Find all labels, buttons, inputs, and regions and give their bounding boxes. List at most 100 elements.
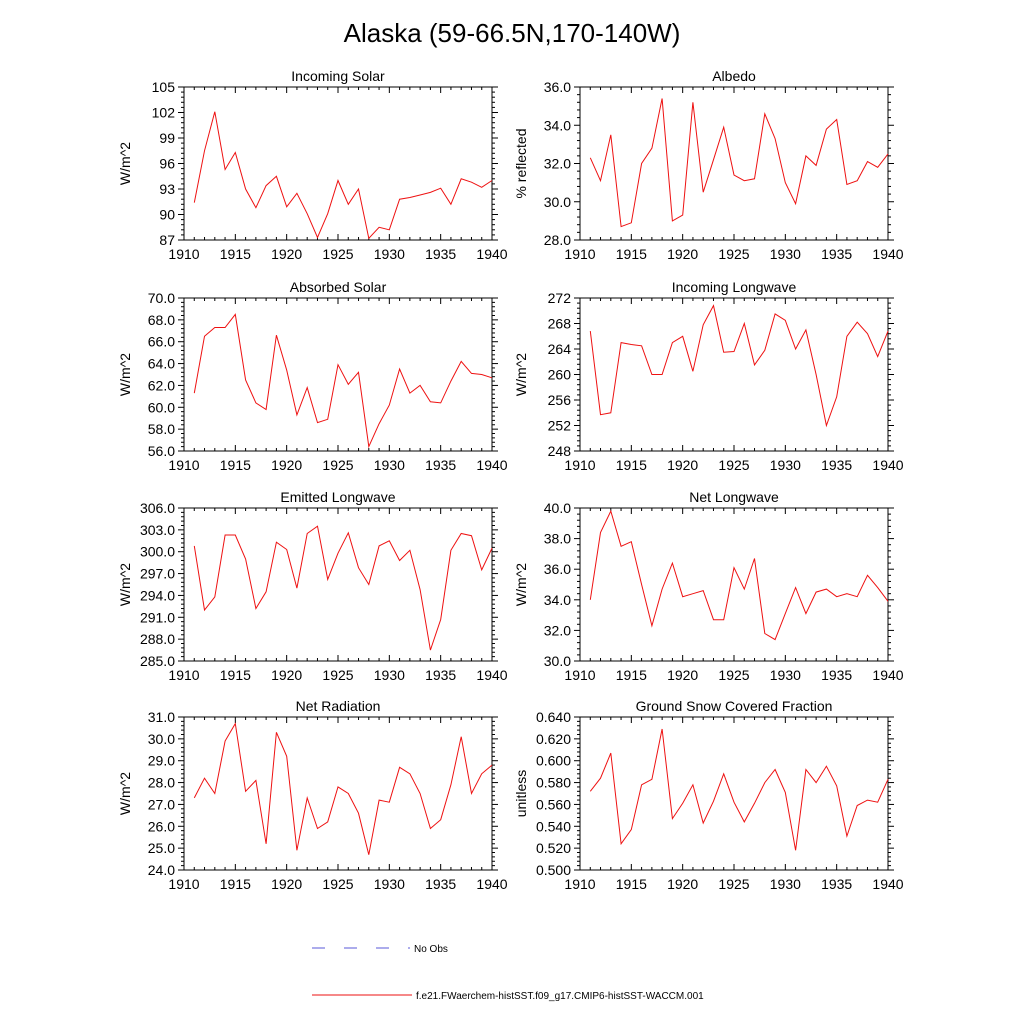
x-tick-label: 1920 bbox=[271, 876, 302, 892]
y-tick-label: 99 bbox=[159, 130, 175, 146]
figure-title: Alaska (59-66.5N,170-140W) bbox=[344, 18, 681, 48]
series-line-incoming-longwave bbox=[589, 304, 889, 428]
x-tick-label: 1910 bbox=[168, 876, 199, 892]
x-tick-label: 1940 bbox=[476, 876, 507, 892]
y-tick-label: 285.0 bbox=[140, 653, 175, 669]
x-tick-label: 1930 bbox=[770, 667, 801, 683]
x-tick-label: 1925 bbox=[322, 457, 353, 473]
y-tick-label: 0.580 bbox=[536, 775, 571, 791]
y-tick-label: 58.0 bbox=[148, 421, 175, 437]
series-line-net-longwave bbox=[589, 509, 889, 641]
y-tick-label: 28.0 bbox=[544, 232, 571, 248]
x-tick-label: 1940 bbox=[872, 457, 903, 473]
panel-title: Incoming Solar bbox=[291, 68, 385, 84]
x-tick-label: 1925 bbox=[718, 246, 749, 262]
x-tick-label: 1920 bbox=[271, 246, 302, 262]
y-tick-label: 28.0 bbox=[148, 775, 175, 791]
x-tick-label: 1930 bbox=[374, 667, 405, 683]
x-tick-label: 1915 bbox=[616, 246, 647, 262]
x-tick-label: 1920 bbox=[667, 246, 698, 262]
x-tick-label: 1915 bbox=[220, 667, 251, 683]
x-tick-label: 1910 bbox=[168, 457, 199, 473]
x-tick-label: 1910 bbox=[168, 246, 199, 262]
y-tick-label: 291.0 bbox=[140, 609, 175, 625]
legend: No Obs f.e21.FWaerchem-histSST.f09_g17.C… bbox=[312, 944, 704, 1002]
y-axis-label: W/m^2 bbox=[513, 353, 529, 396]
series-line-albedo bbox=[589, 98, 889, 228]
x-tick-label: 1925 bbox=[322, 667, 353, 683]
x-tick-label: 1920 bbox=[271, 667, 302, 683]
series-line-ground-snow-covered-fraction bbox=[589, 728, 889, 851]
y-tick-label: 105 bbox=[152, 79, 176, 95]
y-axis-label: W/m^2 bbox=[117, 563, 133, 606]
x-tick-label: 1925 bbox=[322, 246, 353, 262]
panel-ground-snow-covered-fraction: Ground Snow Covered Fraction unitless 1910… bbox=[513, 698, 904, 892]
panel-grid: Incoming Solar W/m^2 1910 1915 1920 1925 1930 1… bbox=[117, 68, 904, 892]
x-tick-label: 1935 bbox=[425, 457, 456, 473]
panel-title: Absorbed Solar bbox=[290, 279, 387, 295]
panel-title: Albedo bbox=[712, 68, 756, 84]
panel-albedo: Albedo % reflected 1910 1915 1920 1925 1930 193… bbox=[513, 68, 904, 262]
x-tick-label: 1930 bbox=[770, 876, 801, 892]
x-tick-label: 1915 bbox=[616, 457, 647, 473]
y-tick-label: 36.0 bbox=[544, 79, 571, 95]
y-tick-label: 264 bbox=[548, 341, 572, 357]
x-tick-label: 1920 bbox=[667, 457, 698, 473]
y-tick-label: 40.0 bbox=[544, 500, 571, 516]
y-tick-label: 31.0 bbox=[148, 709, 175, 725]
y-tick-label: 248 bbox=[548, 443, 572, 459]
series-line-absorbed-solar bbox=[193, 313, 493, 449]
panel-title: Net Radiation bbox=[296, 698, 381, 714]
y-tick-label: 66.0 bbox=[148, 334, 175, 350]
y-tick-label: 62.0 bbox=[148, 377, 175, 393]
x-tick-label: 1920 bbox=[667, 667, 698, 683]
x-tick-label: 1925 bbox=[718, 876, 749, 892]
panel-absorbed-solar: Absorbed Solar W/m^2 1910 1915 1920 1925 1930 1… bbox=[117, 279, 508, 473]
y-tick-label: 68.0 bbox=[148, 312, 175, 328]
x-tick-label: 1930 bbox=[374, 457, 405, 473]
y-tick-label: 30.0 bbox=[544, 194, 571, 210]
panel-net-longwave: Net Longwave W/m^2 1910 1915 1920 1925 1930 193… bbox=[513, 489, 904, 683]
panel-incoming-longwave: Incoming Longwave W/m^2 1910 1915 1920 1925 19… bbox=[513, 279, 904, 473]
x-tick-label: 1915 bbox=[616, 876, 647, 892]
x-tick-label: 1935 bbox=[821, 246, 852, 262]
y-tick-label: 0.540 bbox=[536, 818, 571, 834]
y-tick-label: 93 bbox=[159, 181, 175, 197]
series-line-incoming-solar bbox=[193, 111, 493, 240]
x-tick-label: 1935 bbox=[425, 246, 456, 262]
y-tick-label: 306.0 bbox=[140, 500, 175, 516]
y-axis-label: W/m^2 bbox=[117, 772, 133, 815]
x-tick-label: 1910 bbox=[564, 457, 595, 473]
panel-title: Incoming Longwave bbox=[672, 279, 797, 295]
y-tick-label: 0.500 bbox=[536, 862, 571, 878]
x-tick-label: 1915 bbox=[220, 457, 251, 473]
x-tick-label: 1935 bbox=[425, 876, 456, 892]
x-tick-label: 1930 bbox=[374, 246, 405, 262]
y-tick-label: 268 bbox=[548, 316, 572, 332]
x-tick-label: 1940 bbox=[872, 246, 903, 262]
y-tick-label: 32.0 bbox=[544, 156, 571, 172]
y-tick-label: 102 bbox=[152, 105, 176, 121]
y-tick-label: 256 bbox=[548, 392, 572, 408]
y-axis-label: W/m^2 bbox=[117, 142, 133, 185]
y-tick-label: 297.0 bbox=[140, 566, 175, 582]
y-tick-label: 60.0 bbox=[148, 399, 175, 415]
y-axis-label: unitless bbox=[513, 770, 529, 817]
y-tick-label: 0.560 bbox=[536, 796, 571, 812]
y-tick-label: 0.640 bbox=[536, 709, 571, 725]
y-axis-label: % reflected bbox=[513, 128, 529, 198]
x-tick-label: 1940 bbox=[476, 246, 507, 262]
x-tick-label: 1910 bbox=[564, 246, 595, 262]
x-tick-label: 1935 bbox=[821, 876, 852, 892]
y-tick-label: 0.520 bbox=[536, 840, 571, 856]
legend-model-label: f.e21.FWaerchem-histSST.f09_g17.CMIP6-hi… bbox=[416, 991, 704, 1002]
y-tick-label: 24.0 bbox=[148, 862, 175, 878]
y-tick-label: 30.0 bbox=[544, 653, 571, 669]
x-tick-label: 1910 bbox=[564, 667, 595, 683]
x-tick-label: 1925 bbox=[718, 457, 749, 473]
panel-title: Emitted Longwave bbox=[280, 489, 395, 505]
y-tick-label: 90 bbox=[159, 207, 175, 223]
legend-obs-label: No Obs bbox=[414, 944, 448, 955]
